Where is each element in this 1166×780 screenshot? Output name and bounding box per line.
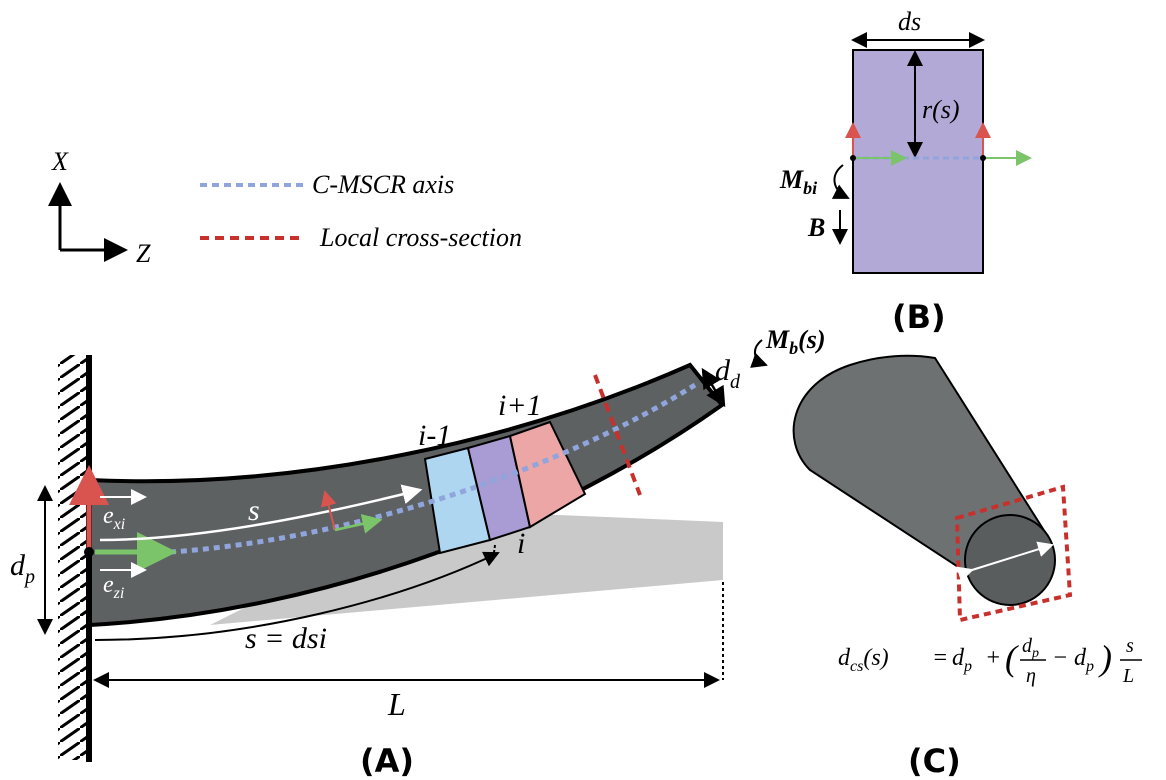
panel-a: i-1 i i+1 s s = dsi L dp dd exi ezi Mb(s… (10, 325, 826, 780)
subscript: bi (803, 178, 817, 198)
width-label: ds (898, 7, 921, 36)
base: d (10, 549, 26, 582)
figure: X Z C-MSCR axis Local cross-section i-1 … (0, 0, 1166, 780)
arc-label: s (248, 494, 260, 527)
panel-b: ds r(s) Mbi B (B) (779, 7, 1030, 336)
segment-label: i+1 (498, 389, 542, 422)
subscript: p (1085, 658, 1094, 675)
argument: (s) (863, 645, 888, 671)
formula-paren: ( (1005, 638, 1019, 678)
subscript: xi (113, 516, 126, 533)
field-label: B (807, 213, 825, 242)
base: M (765, 325, 790, 354)
x-label: X (51, 147, 69, 176)
subscript: p (963, 658, 972, 675)
tip-diameter-label: dd (715, 354, 741, 393)
subscript: p (23, 566, 35, 588)
subscript: p (1031, 646, 1039, 661)
radius-label: r(s) (922, 95, 960, 124)
legend-item: C-MSCR axis (312, 170, 454, 199)
panel-label: (B) (892, 298, 946, 336)
base: d (715, 354, 731, 387)
formula-minus: − (1052, 645, 1068, 671)
base-diameter-label: dp (10, 549, 35, 588)
formula-den: η (1026, 665, 1036, 687)
formula-eq: = (932, 645, 948, 671)
base: e (103, 503, 114, 529)
subscript: b (789, 338, 798, 358)
z-label: Z (136, 239, 151, 268)
moment-label: Mbi (779, 165, 817, 198)
moment-label: Mb(s) (765, 325, 826, 358)
formula-paren: ) (1098, 638, 1112, 678)
subscript: cs (850, 658, 863, 675)
legend-item: Local cross-section (319, 223, 522, 252)
segment-label: i-1 (418, 419, 451, 452)
formula: dcs(s) = dp + ( dp η − dp ) s L (838, 635, 1142, 687)
formula-den: L (1122, 665, 1134, 687)
formula-term: dp (1074, 645, 1094, 675)
formula-term: dp (952, 645, 972, 675)
base: e (103, 572, 114, 598)
base: M (779, 165, 804, 194)
formula-plus: + (985, 645, 1001, 671)
arc-length-label: s = dsi (245, 622, 327, 655)
suffix: (s) (798, 325, 825, 354)
panel-c: dcs(s) = dp + ( dp η − dp ) s L (C) (794, 356, 1142, 780)
segment-label: i (517, 527, 525, 560)
coordinate-axes: X Z (51, 147, 151, 268)
length-label: L (387, 686, 406, 722)
subscript: zi (113, 585, 125, 602)
panel-label: (A) (360, 742, 414, 780)
formula-num: dp (1022, 635, 1039, 661)
formula-num: s (1126, 635, 1134, 657)
panel-label: (C) (908, 742, 961, 780)
formula-lhs: dcs(s) (838, 645, 889, 675)
legend: C-MSCR axis Local cross-section (200, 170, 522, 252)
subscript: d (730, 371, 741, 393)
